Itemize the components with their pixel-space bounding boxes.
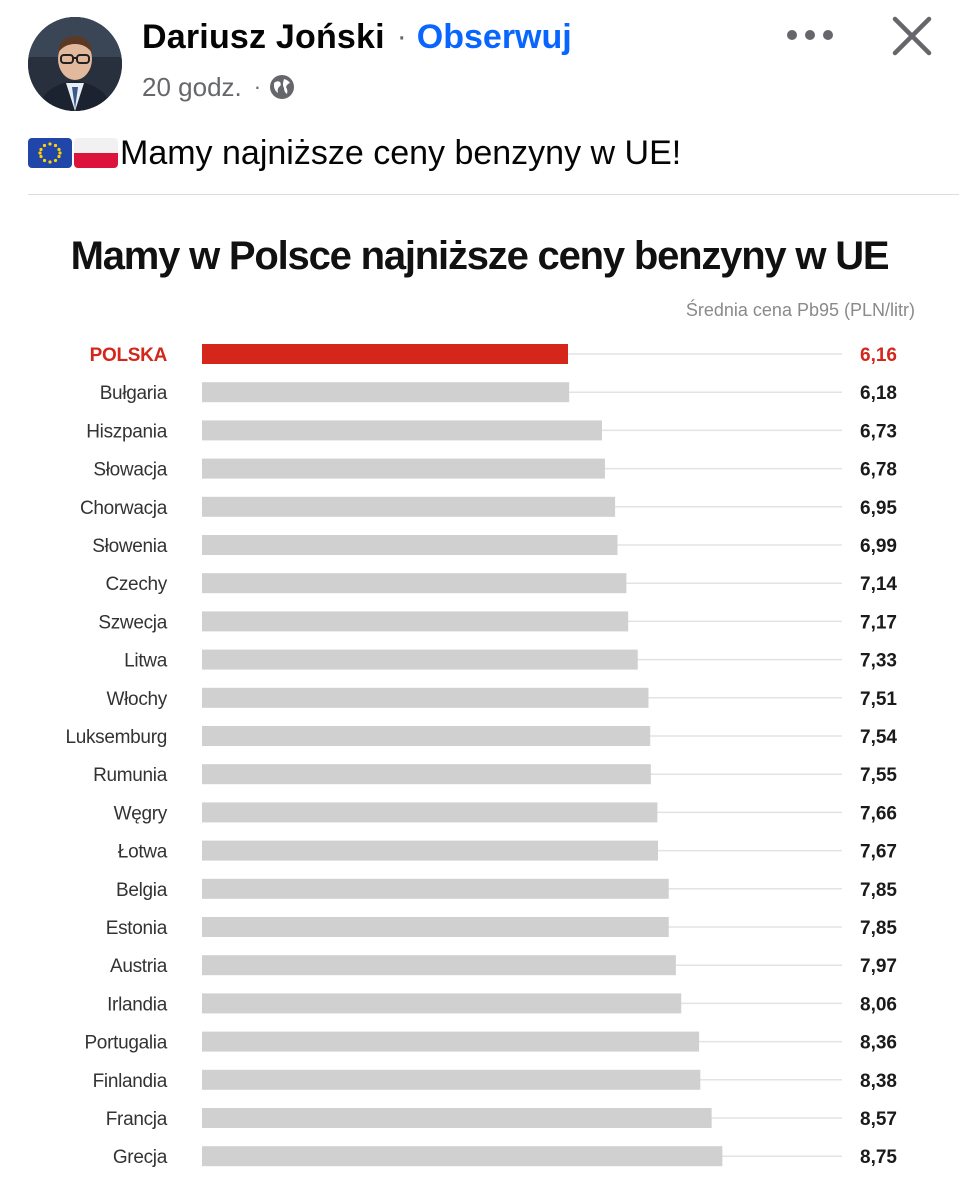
bar (202, 1031, 700, 1052)
category-label: Austria (110, 956, 168, 977)
poland-flag-icon (74, 138, 118, 168)
value-label: 6,73 (860, 421, 897, 442)
category-label: Słowacja (93, 460, 167, 481)
eu-flag-icon (28, 138, 72, 168)
category-label: POLSKA (90, 345, 168, 366)
chart-subtitle: Średnia cena Pb95 (PLN/litr) (685, 300, 915, 320)
category-label: Estonia (106, 918, 168, 939)
category-label: Francja (106, 1109, 168, 1130)
category-label: Szwecja (98, 612, 167, 633)
bar (202, 382, 570, 403)
chart-title: Mamy w Polsce najniższe ceny benzyny w U… (70, 234, 890, 278)
value-label: 6,95 (860, 498, 897, 519)
bar (202, 649, 638, 670)
bar (202, 878, 669, 899)
value-label: 8,75 (860, 1147, 897, 1168)
bar (202, 726, 651, 746)
value-label: 7,85 (860, 880, 897, 901)
category-label: Portugalia (84, 1033, 167, 1054)
close-icon (892, 16, 932, 56)
category-label: Chorwacja (80, 498, 168, 519)
more-options-button[interactable] (778, 14, 842, 56)
bar (202, 1069, 701, 1090)
value-label: 8,38 (860, 1071, 897, 1092)
bar (202, 496, 616, 517)
name-separator: · (396, 20, 407, 53)
post-message: Mamy najniższe ceny benzyny w UE! (120, 133, 682, 172)
post-meta: 20 godz. · (142, 68, 295, 106)
value-label: 8,36 (860, 1033, 897, 1054)
category-label: Bułgaria (100, 383, 168, 404)
bar (202, 840, 658, 861)
author-name[interactable]: Dariusz Joński (142, 17, 385, 56)
value-label: 7,33 (860, 651, 897, 672)
category-label: Belgia (116, 880, 168, 901)
bar (202, 611, 629, 632)
value-label: 7,51 (860, 689, 897, 710)
category-label: Litwa (124, 651, 168, 672)
post-header: Dariusz Joński · Obserwuj 20 godz. · (0, 0, 959, 120)
avatar[interactable] (28, 17, 122, 111)
category-label: Łotwa (118, 842, 168, 863)
value-label: 7,14 (860, 574, 897, 595)
value-label: 7,66 (860, 803, 897, 824)
value-label: 7,85 (860, 918, 897, 939)
post-time[interactable]: 20 godz. (142, 71, 242, 102)
bar (202, 420, 602, 441)
bar (202, 1146, 723, 1167)
category-label: Irlandia (107, 994, 168, 1015)
avatar-image (28, 17, 122, 111)
value-label: 6,16 (860, 345, 897, 366)
divider (28, 194, 959, 195)
value-label: 7,55 (860, 765, 897, 786)
value-label: 7,97 (860, 956, 897, 977)
value-label: 7,67 (860, 842, 897, 863)
author-line: Dariusz Joński · Obserwuj (142, 14, 572, 60)
value-label: 7,54 (860, 727, 897, 748)
value-label: 7,17 (860, 612, 897, 633)
category-label: Luksemburg (65, 727, 167, 748)
bar (202, 802, 658, 823)
bar (202, 344, 568, 364)
value-label: 6,78 (860, 460, 897, 481)
category-label: Finlandia (93, 1071, 168, 1092)
category-label: Czechy (105, 574, 167, 595)
value-label: 6,99 (860, 536, 897, 557)
bar (202, 535, 618, 555)
category-label: Włochy (107, 689, 168, 710)
value-label: 8,57 (860, 1109, 897, 1130)
follow-button[interactable]: Obserwuj (416, 17, 572, 56)
close-button[interactable] (884, 8, 940, 64)
category-label: Węgry (114, 803, 168, 824)
category-label: Słowenia (92, 536, 167, 557)
meta-separator: · (253, 74, 262, 99)
category-label: Rumunia (93, 765, 168, 786)
more-horizontal-icon (787, 30, 833, 40)
bar (202, 955, 676, 976)
category-label: Hiszpania (86, 421, 167, 442)
value-label: 6,18 (860, 383, 897, 404)
bar (202, 687, 649, 708)
category-label: Grecja (113, 1147, 168, 1168)
bar (202, 1108, 712, 1128)
bar (202, 993, 682, 1014)
value-label: 8,06 (860, 994, 897, 1015)
bar (202, 573, 627, 594)
bar (202, 458, 605, 479)
bar (202, 764, 651, 785)
post-text: Mamy najniższe ceny benzyny w UE! (28, 128, 681, 178)
globe-icon[interactable] (269, 74, 295, 100)
bar (202, 917, 669, 937)
